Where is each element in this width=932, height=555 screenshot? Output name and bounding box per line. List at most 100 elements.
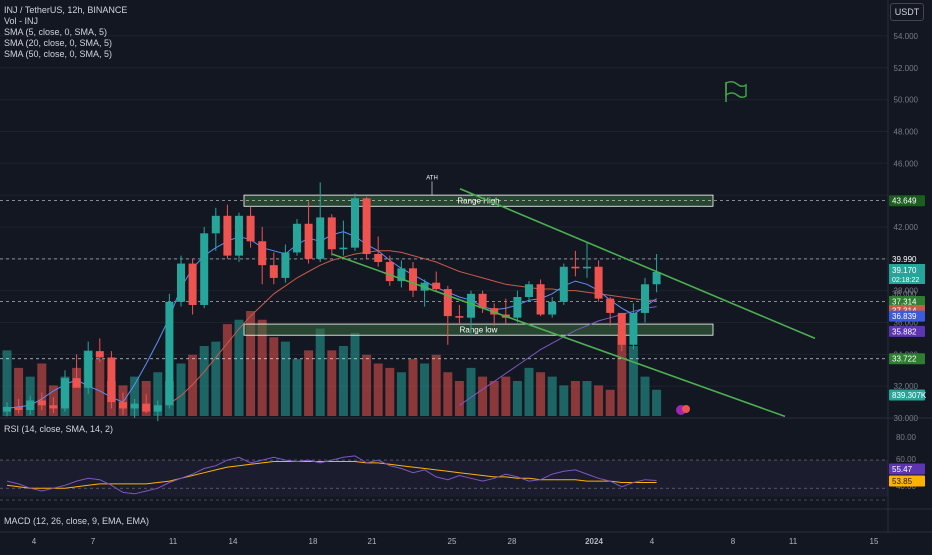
time-tick: 11 — [789, 537, 798, 546]
sma20-line — [169, 250, 657, 405]
time-tick: 2024 — [585, 537, 603, 546]
candle-body — [571, 266, 580, 269]
candle-body — [269, 265, 278, 278]
candle-body — [304, 223, 313, 259]
time-tick: 14 — [229, 537, 238, 546]
current-price-bg — [889, 264, 925, 285]
price-tick: 36.000 — [894, 318, 919, 327]
volume-bar — [501, 376, 511, 416]
candle-body — [165, 301, 174, 406]
indicator-volume[interactable]: Vol - INJ — [4, 16, 39, 26]
flag-icon-group — [725, 80, 747, 102]
sma50-chip-text: 35.882 — [892, 327, 917, 336]
price-tick: 54.000 — [894, 32, 919, 41]
candle-body — [107, 357, 116, 403]
candle-body — [3, 406, 11, 412]
volume-bar — [37, 363, 47, 416]
volume-bar — [466, 367, 476, 416]
level-chip-39990-text: 39.990 — [892, 255, 917, 264]
volume-bar — [652, 389, 662, 416]
volume-bar — [257, 319, 267, 416]
candle-body — [119, 402, 127, 409]
countdown-text: 02:18:22 — [892, 277, 919, 284]
level-chip-37314-bg — [889, 296, 925, 308]
candles — [3, 182, 661, 422]
candle-body — [548, 301, 557, 315]
volume-bar — [547, 376, 557, 416]
candle-body — [235, 215, 243, 256]
candle-body — [14, 406, 23, 411]
candle-body — [95, 351, 104, 358]
time-tick: 15 — [870, 537, 879, 546]
trendline-lower — [331, 253, 786, 418]
price-tick: 48.000 — [894, 127, 919, 136]
volume-bar — [72, 367, 82, 416]
annotations: ATH — [426, 175, 690, 415]
ath-label: ATH — [426, 175, 438, 181]
rsi-sma-line — [6, 461, 657, 489]
candle-body — [536, 284, 545, 315]
trendlines — [331, 188, 816, 418]
level-chip-43649-bg — [889, 195, 925, 207]
price-tick: 52.000 — [894, 64, 919, 73]
volume-chip-text: 839.307K — [892, 391, 927, 400]
macd-label[interactable]: MACD (12, 26, close, 9, EMA, EMA) — [4, 516, 150, 526]
volume-bar — [605, 389, 615, 416]
level-chip-43649: 43.649 — [889, 195, 925, 207]
volume-bar — [454, 381, 464, 416]
volume-bar — [327, 350, 337, 416]
candle-body — [617, 312, 626, 345]
symbol-title[interactable]: INJ / TetherUS, 12h, BINANCE — [4, 5, 128, 15]
time-tick: 4 — [650, 537, 655, 546]
rsi-label[interactable]: RSI (14, close, SMA, 14, 2) — [4, 424, 114, 434]
volume-bar — [570, 381, 580, 416]
level-chip-33722: 33.722 — [889, 353, 925, 365]
price-tick: 50.000 — [894, 96, 919, 105]
indicator-sma20[interactable]: SMA (20, close, 0, SMA, 5) — [4, 38, 113, 48]
volume-bar — [14, 367, 24, 416]
level-chip-39990-bg — [889, 253, 925, 265]
rsi-line — [6, 455, 657, 495]
volume-bar — [292, 359, 302, 416]
candle-body — [362, 198, 371, 255]
candle-body — [409, 268, 417, 291]
price-tick-38-text: 38.000 — [892, 290, 917, 299]
indicator-sma5[interactable]: SMA (5, close, 0, SMA, 5) — [4, 27, 108, 37]
candle-body — [478, 293, 487, 309]
volume-bar — [628, 346, 638, 416]
volume-bar — [373, 363, 383, 416]
time-tick: 7 — [91, 537, 96, 546]
rsi-sma-chip-text: 53.85 — [892, 477, 913, 486]
time-tick: 11 — [169, 537, 178, 546]
sma5-chip: 36.839 — [889, 310, 925, 322]
rsi-tick: 60.00 — [896, 455, 917, 464]
candle-body — [153, 405, 162, 412]
time-tick: 8 — [731, 537, 736, 546]
volume-bar — [130, 376, 140, 416]
range-zone-label: Range low — [460, 326, 498, 335]
indicator-sma50[interactable]: SMA (50, close, 0, SMA, 5) — [4, 49, 113, 59]
volume-bar — [385, 367, 395, 416]
price-tick: 46.000 — [894, 159, 919, 168]
event-icon — [682, 405, 690, 413]
candle-body — [443, 289, 452, 317]
volume-bar — [350, 332, 360, 416]
candle-body — [397, 268, 406, 282]
candle-body — [583, 266, 591, 269]
volume-bar — [559, 385, 569, 416]
candle-body — [200, 233, 209, 305]
volume-bar — [640, 376, 650, 416]
level-chip-37314-text: 37.314 — [892, 298, 917, 307]
candle-body — [211, 215, 220, 234]
volume-bar — [594, 385, 604, 416]
candle-body — [629, 312, 638, 345]
currency-button[interactable]: USDT — [890, 3, 924, 21]
time-tick: 4 — [32, 537, 37, 546]
volume-bar — [176, 363, 186, 416]
candle-body — [188, 263, 197, 305]
volume-bar — [396, 372, 406, 416]
current-price-chip: 39.170 02:18:22 — [889, 264, 925, 285]
